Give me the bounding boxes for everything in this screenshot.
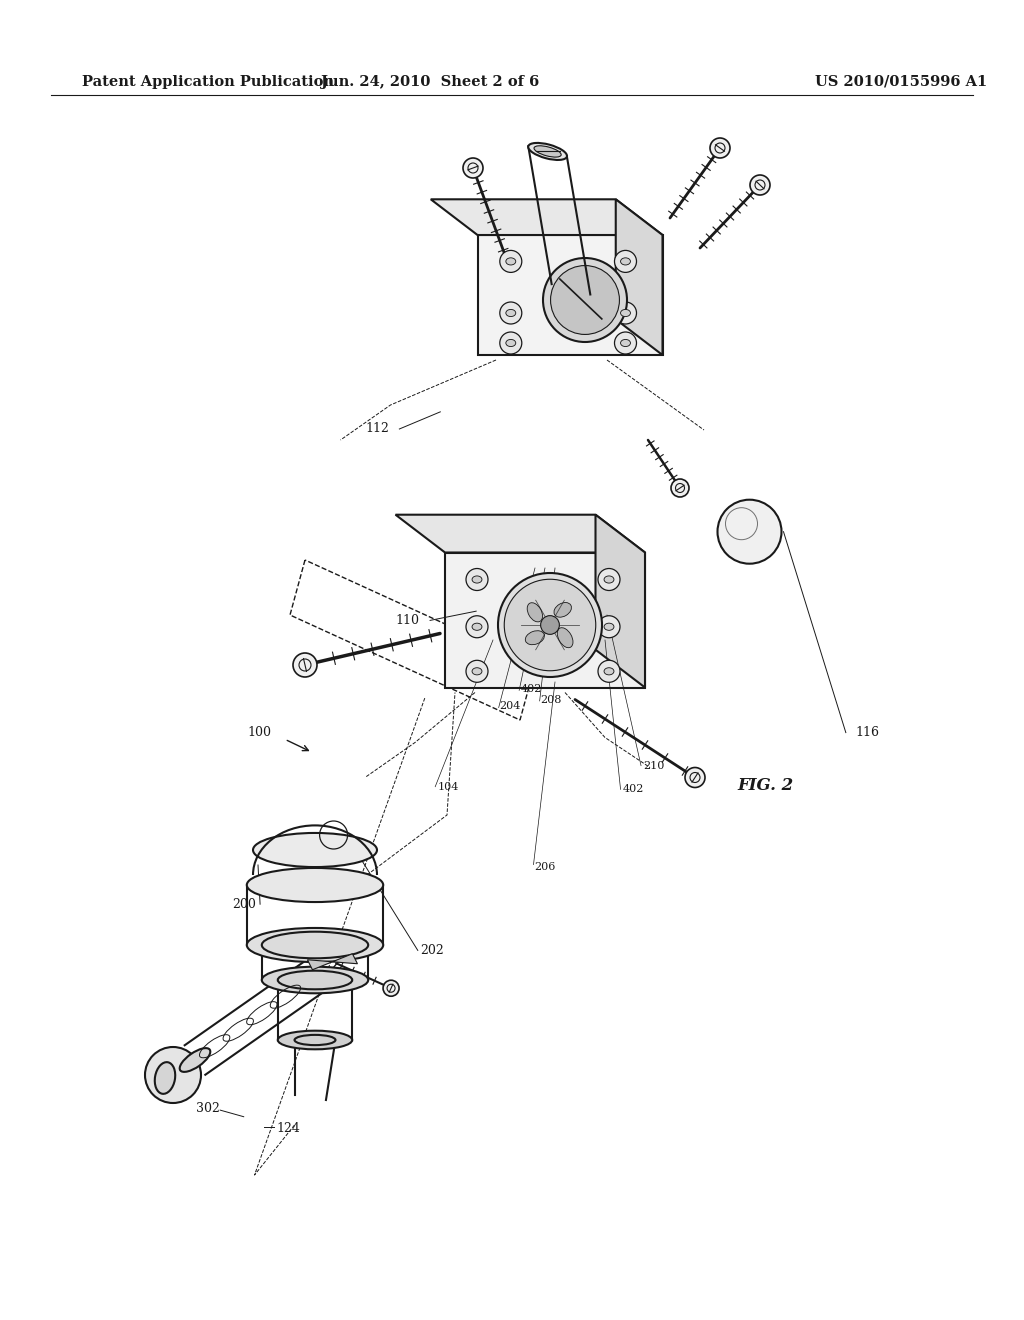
Ellipse shape xyxy=(262,932,369,958)
Circle shape xyxy=(614,302,637,323)
Ellipse shape xyxy=(604,668,614,675)
Ellipse shape xyxy=(472,623,482,631)
Ellipse shape xyxy=(527,603,543,622)
Circle shape xyxy=(598,615,620,638)
Text: 100: 100 xyxy=(248,726,271,739)
Circle shape xyxy=(671,479,689,498)
Polygon shape xyxy=(477,235,663,355)
Ellipse shape xyxy=(278,970,352,989)
Ellipse shape xyxy=(525,631,545,644)
Circle shape xyxy=(614,333,637,354)
Circle shape xyxy=(498,573,602,677)
Ellipse shape xyxy=(278,1031,352,1049)
Ellipse shape xyxy=(472,576,482,583)
Text: 104: 104 xyxy=(437,781,459,792)
Ellipse shape xyxy=(621,309,631,317)
Text: 402: 402 xyxy=(623,784,644,795)
Circle shape xyxy=(598,660,620,682)
Circle shape xyxy=(466,615,488,638)
Circle shape xyxy=(500,333,522,354)
Circle shape xyxy=(463,158,483,178)
Ellipse shape xyxy=(506,339,516,347)
Ellipse shape xyxy=(554,602,571,618)
Circle shape xyxy=(500,251,522,272)
Text: 208: 208 xyxy=(541,694,562,705)
Ellipse shape xyxy=(247,869,383,902)
Ellipse shape xyxy=(506,309,516,317)
Circle shape xyxy=(466,660,488,682)
Circle shape xyxy=(293,653,317,677)
Text: 204: 204 xyxy=(500,701,521,711)
Ellipse shape xyxy=(247,928,383,962)
Circle shape xyxy=(710,139,730,158)
Text: Patent Application Publication: Patent Application Publication xyxy=(82,75,334,88)
Polygon shape xyxy=(307,960,333,970)
Circle shape xyxy=(466,569,488,590)
Circle shape xyxy=(750,176,770,195)
Circle shape xyxy=(718,500,781,564)
Ellipse shape xyxy=(506,257,516,265)
Circle shape xyxy=(504,579,596,671)
Circle shape xyxy=(598,569,620,590)
Ellipse shape xyxy=(155,1063,175,1094)
Ellipse shape xyxy=(262,966,369,993)
Ellipse shape xyxy=(535,145,561,157)
Text: FIG. 2: FIG. 2 xyxy=(737,777,794,793)
Text: US 2010/0155996 A1: US 2010/0155996 A1 xyxy=(815,75,987,88)
Text: 402: 402 xyxy=(520,684,542,694)
Circle shape xyxy=(551,265,620,334)
Polygon shape xyxy=(445,553,645,688)
Polygon shape xyxy=(333,954,357,964)
Circle shape xyxy=(145,1047,201,1104)
Polygon shape xyxy=(596,515,645,688)
Text: 206: 206 xyxy=(535,862,556,873)
Polygon shape xyxy=(395,515,645,553)
Text: 110: 110 xyxy=(396,614,420,627)
Text: 112: 112 xyxy=(366,422,389,436)
Text: 202: 202 xyxy=(420,944,443,957)
Ellipse shape xyxy=(253,833,377,867)
Text: 116: 116 xyxy=(855,726,879,739)
Ellipse shape xyxy=(557,628,573,648)
Circle shape xyxy=(541,615,559,635)
Ellipse shape xyxy=(179,1048,210,1072)
Text: 302: 302 xyxy=(197,1102,220,1115)
Ellipse shape xyxy=(528,143,567,160)
Ellipse shape xyxy=(621,257,631,265)
Text: 210: 210 xyxy=(643,760,665,771)
Ellipse shape xyxy=(604,576,614,583)
Circle shape xyxy=(543,257,627,342)
Text: 200: 200 xyxy=(232,898,256,911)
Ellipse shape xyxy=(295,1035,336,1045)
Ellipse shape xyxy=(472,668,482,675)
Polygon shape xyxy=(615,199,663,355)
Ellipse shape xyxy=(621,339,631,347)
Circle shape xyxy=(500,302,522,323)
Circle shape xyxy=(685,767,705,788)
Circle shape xyxy=(383,981,399,997)
Polygon shape xyxy=(431,199,663,235)
Text: 124: 124 xyxy=(276,1122,300,1135)
Ellipse shape xyxy=(604,623,614,631)
Circle shape xyxy=(614,251,637,272)
Text: Jun. 24, 2010  Sheet 2 of 6: Jun. 24, 2010 Sheet 2 of 6 xyxy=(321,75,540,88)
